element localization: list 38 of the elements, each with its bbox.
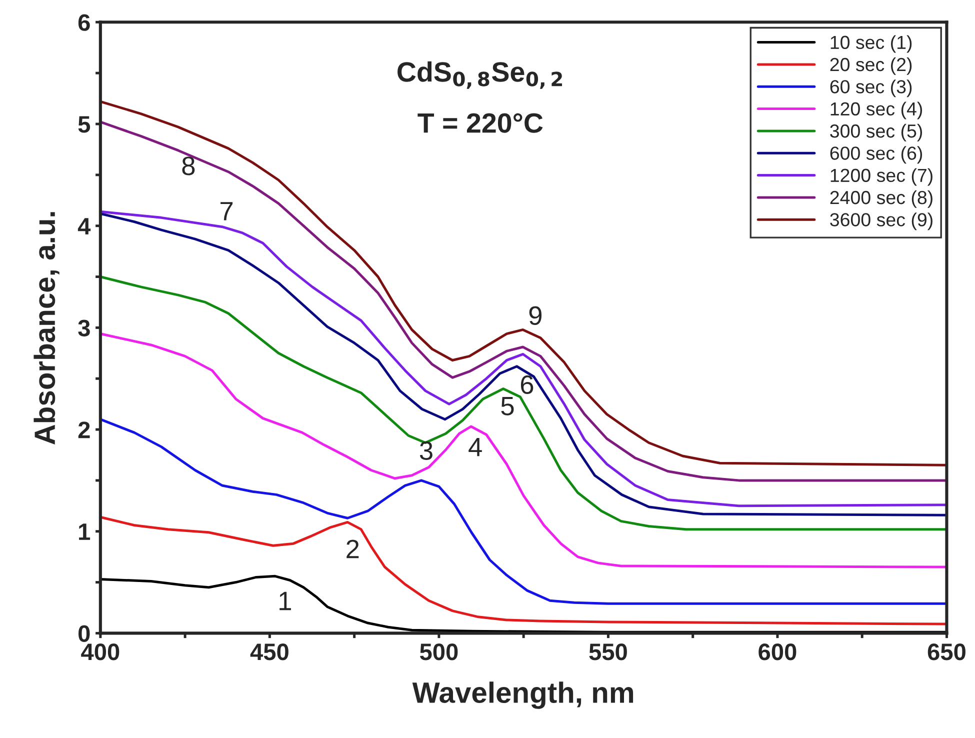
y-tick-label: 0 (78, 625, 90, 642)
y-tick-label: 2 (78, 422, 90, 438)
annotation: CdS$_{0,8}$Se$_{0,2}$ (398, 61, 562, 89)
legend-label: 20 sec (2) (830, 57, 912, 75)
legend-label: 120 sec (4) (830, 102, 922, 120)
x-tick-label: 450 (250, 644, 288, 660)
legend-label: 600 sec (6) (830, 146, 922, 164)
line-series (100, 332, 947, 568)
y-tick-label: 1 (79, 524, 90, 540)
legend-label: 2400 sec (8) (830, 190, 932, 208)
line-series (100, 516, 947, 626)
y-axis-title: Absorbance, a.u. (34, 212, 60, 444)
annotation: 3 (420, 441, 432, 460)
x-tick-label: 500 (420, 644, 458, 660)
y-tick-label: 6 (78, 14, 90, 31)
annotation: 9 (529, 306, 542, 325)
x-tick-label: 550 (589, 644, 627, 660)
x-tick-label: 650 (928, 644, 966, 660)
annotation: 5 (501, 397, 514, 416)
annotation: 6 (520, 375, 534, 394)
legend-label: 300 sec (5) (830, 124, 922, 142)
y-tick-label: 5 (78, 116, 90, 133)
annotation: 2 (346, 540, 359, 558)
annotation: 8 (182, 156, 195, 176)
annotation: 7 (220, 202, 233, 220)
y-tick-label: 3 (78, 320, 90, 336)
legend-label: 60 sec (3) (830, 80, 912, 98)
legend-label: 10 sec (1) (830, 35, 912, 53)
legend-label: 3600 sec (9) (830, 212, 932, 230)
x-tick-label: 600 (758, 644, 796, 660)
annotation: T = 220°C (418, 113, 543, 133)
x-axis-title: Wavelength, nm (412, 682, 634, 709)
annotation: 4 (468, 438, 482, 456)
annotation: 1 (280, 592, 291, 610)
x-tick-label: 400 (81, 644, 120, 660)
legend-label: 1200 sec (7) (830, 168, 932, 186)
line-series (100, 276, 947, 531)
y-tick-label: 4 (78, 218, 91, 234)
